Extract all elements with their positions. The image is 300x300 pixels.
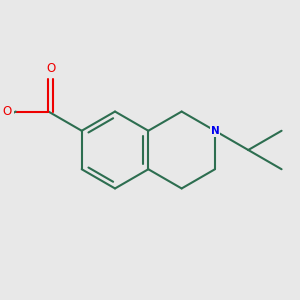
Text: N: N [211,126,219,136]
Text: O: O [46,62,56,75]
Text: O: O [2,105,12,118]
